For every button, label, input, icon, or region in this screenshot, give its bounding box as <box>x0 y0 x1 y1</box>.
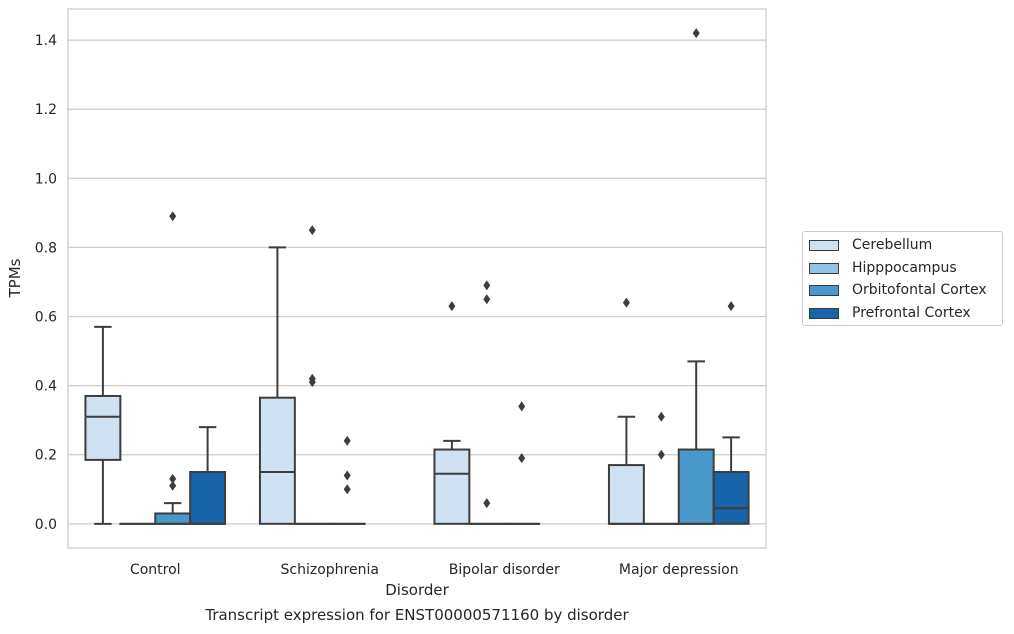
outlier-point <box>343 435 351 446</box>
box-body <box>433 448 471 525</box>
legend-swatch-cerebellum <box>809 239 839 251</box>
box-layer <box>84 28 750 525</box>
outlier-point <box>308 225 316 236</box>
y-tick-label: 0.0 <box>35 517 57 533</box>
x-tick-label: Control <box>130 562 181 578</box>
box-body <box>607 464 645 525</box>
outlier-point <box>448 301 456 312</box>
outlier-point <box>308 373 316 384</box>
box-0-1 <box>258 246 296 525</box>
outlier-point <box>657 449 665 460</box>
outlier-point <box>483 294 491 305</box>
y-tick-label: 1.2 <box>35 102 57 118</box>
gridlines <box>68 39 766 525</box>
outlier-point <box>727 301 735 312</box>
outlier-point <box>622 297 630 308</box>
box-2-1 <box>328 435 366 525</box>
box-body <box>84 394 122 461</box>
y-tick-label: 0.8 <box>35 240 57 256</box>
legend: Cerebellum Hipppocampus Orbitofontal Cor… <box>802 231 1003 326</box>
outlier-point <box>169 480 177 491</box>
y-tick-labels: 0.0 0.2 0.4 0.6 0.8 1.0 1.2 1.4 <box>35 33 57 533</box>
outlier-point <box>343 484 351 495</box>
outlier-point <box>169 473 177 484</box>
box-0-0 <box>84 325 122 525</box>
y-tick-label: 0.6 <box>35 310 57 326</box>
legend-item-orbitofrontal: Orbitofontal Cortex <box>809 280 987 300</box>
box-3-3 <box>712 301 750 525</box>
plot-frame <box>67 8 767 549</box>
outlier-point <box>169 211 177 222</box>
legend-item-prefrontal: Prefrontal Cortex <box>809 303 971 323</box>
box-0-2 <box>433 301 471 525</box>
box-2-3 <box>677 28 715 525</box>
legend-label-orbitofrontal: Orbitofontal Cortex <box>852 282 987 298</box>
x-axis-label: Disorder <box>385 581 449 599</box>
y-tick-label: 0.4 <box>35 379 57 395</box>
outlier-point <box>692 28 700 39</box>
legend-label-prefrontal: Prefrontal Cortex <box>852 305 971 321</box>
outlier-point <box>518 453 526 464</box>
box-body <box>677 448 715 525</box>
y-tick-label: 0.2 <box>35 448 57 464</box>
box-2-0 <box>154 211 192 525</box>
box-body <box>258 396 296 525</box>
figure-caption: Transcript expression for ENST0000057116… <box>205 606 629 624</box>
outlier-point <box>657 411 665 422</box>
outlier-point <box>483 498 491 509</box>
box-2-2 <box>503 401 541 525</box>
x-tick-label: Schizophrenia <box>281 562 379 578</box>
y-tick-label: 1.4 <box>35 33 57 49</box>
box-0-3 <box>607 297 645 525</box>
legend-swatch-prefrontal <box>809 307 839 319</box>
box-body <box>712 470 750 525</box>
legend-label-hippocampus: Hipppocampus <box>852 260 957 276</box>
legend-swatch-orbitofrontal <box>809 284 839 296</box>
box-body <box>154 512 192 525</box>
y-tick-label: 1.0 <box>35 171 57 187</box>
box-3-0 <box>189 426 227 525</box>
box-1-1 <box>293 225 331 525</box>
x-tick-labels: Control Schizophrenia Bipolar disorder Majo… <box>130 562 739 578</box>
outlier-point <box>343 470 351 481</box>
outlier-point <box>483 280 491 291</box>
x-tick-label: Major depression <box>619 562 739 578</box>
legend-item-cerebellum: Cerebellum <box>809 235 932 255</box>
outlier-point <box>518 401 526 412</box>
legend-item-hippocampus: Hipppocampus <box>809 258 957 278</box>
x-tick-label: Bipolar disorder <box>449 562 560 578</box>
legend-swatch-hippocampus <box>809 262 839 274</box>
y-axis-label: TPMs <box>6 258 24 298</box>
box-1-3 <box>642 411 680 525</box>
legend-label-cerebellum: Cerebellum <box>852 237 933 253</box>
box-body <box>189 470 227 525</box>
